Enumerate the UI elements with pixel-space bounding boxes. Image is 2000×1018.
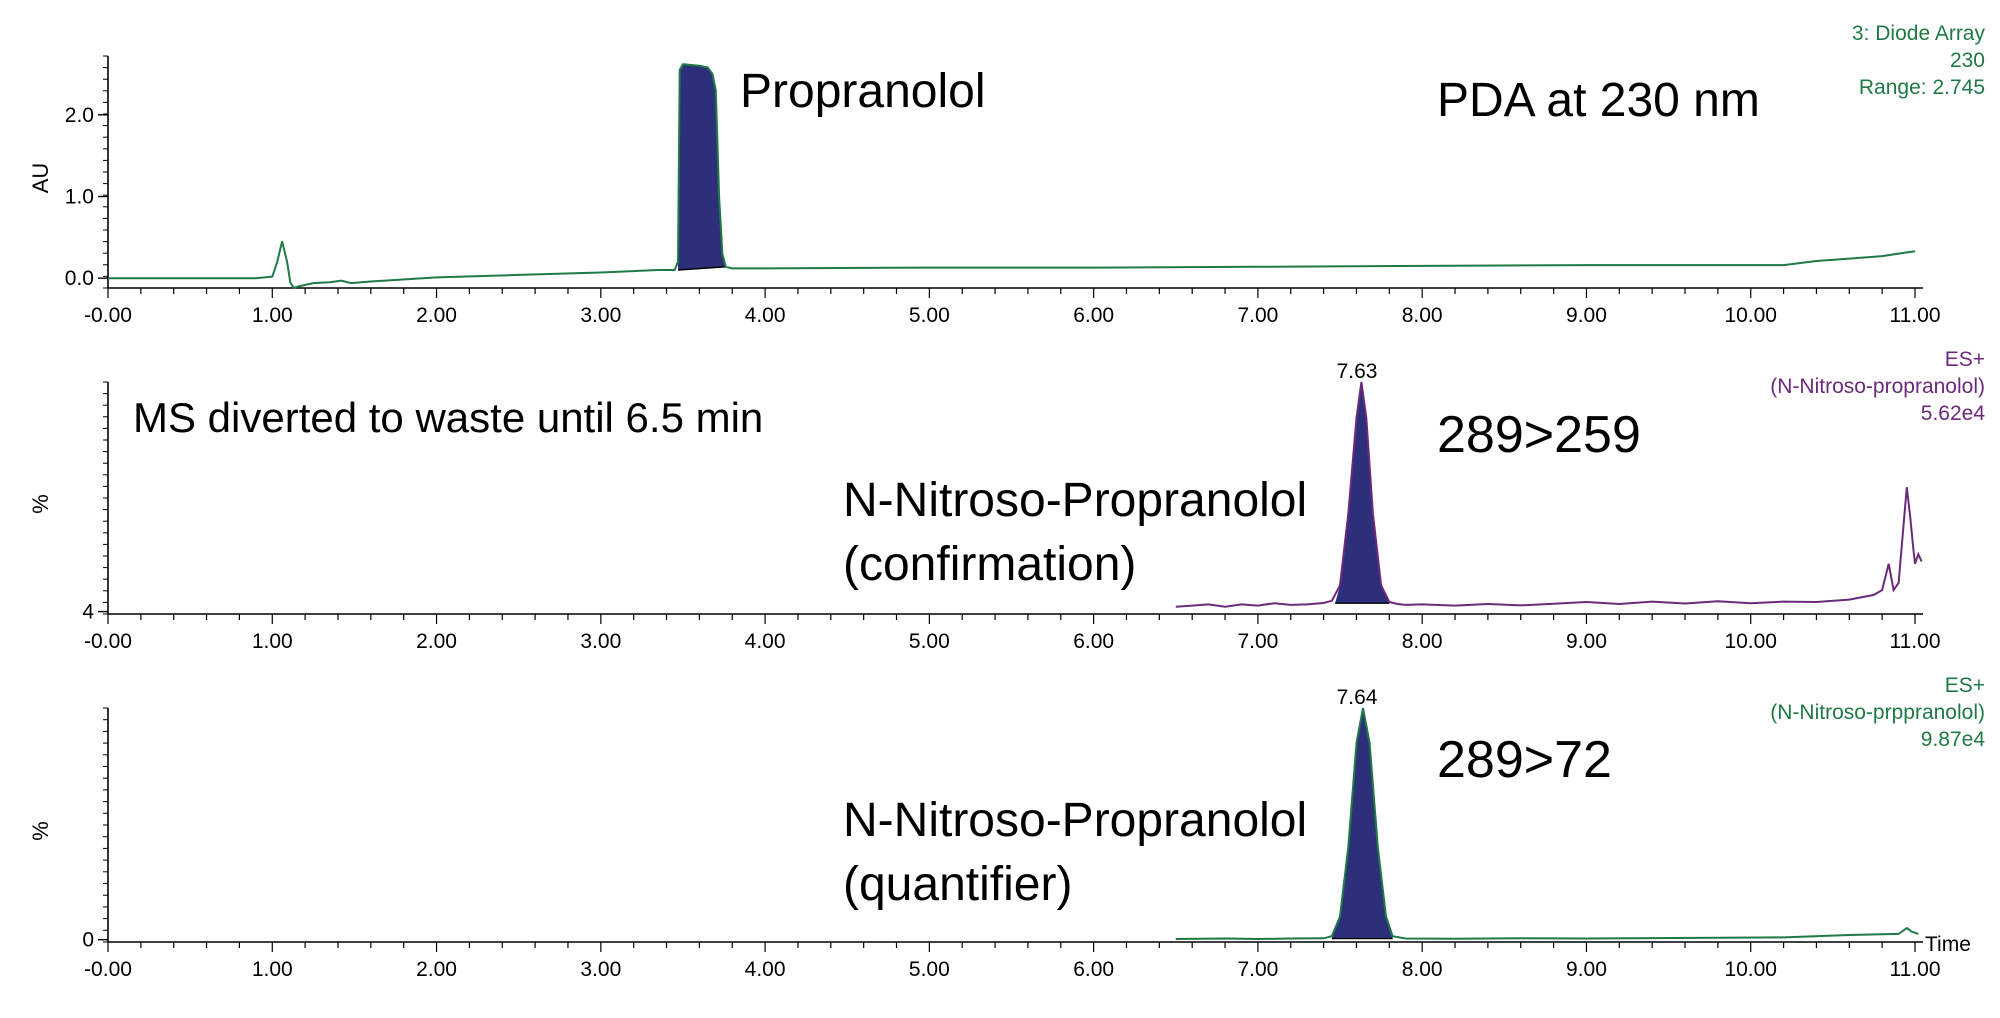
ms_confirm-header-line: ES+ bbox=[1945, 348, 1985, 371]
ms_confirm-header-line: (N-Nitroso-propranolol) bbox=[1770, 375, 1985, 398]
pda-x-tick-label: -0.00 bbox=[84, 304, 132, 327]
pda-x-tick-label: 2.00 bbox=[416, 304, 457, 327]
ms_confirm-peak-area bbox=[1335, 382, 1390, 604]
pda-x-tick-label: 3.00 bbox=[580, 304, 621, 327]
ms_quant-x-tick-label: 11.00 bbox=[1890, 958, 1941, 981]
pda-x-tick-label: 8.00 bbox=[1402, 304, 1443, 327]
ms_confirm-x-tick-label: 4.00 bbox=[745, 630, 786, 653]
ms_quant-x-tick-label: 2.00 bbox=[416, 958, 457, 981]
pda-header-line: 230 bbox=[1950, 49, 1985, 72]
ms_quant-x-tick-label: -0.00 bbox=[84, 958, 132, 981]
ms_confirm-y-axis-label: % bbox=[28, 494, 53, 514]
ms_quant-peak-area bbox=[1331, 708, 1393, 939]
ms-confirm-transition: 289>259 bbox=[1437, 406, 1641, 464]
ms_quant-y-tick-label: 0 bbox=[82, 929, 94, 952]
ms_quant-x-tick-label: 5.00 bbox=[909, 958, 950, 981]
ms-divert-note: MS diverted to waste until 6.5 min bbox=[133, 394, 763, 441]
pda-x-tick-label: 1.00 bbox=[252, 304, 293, 327]
pda-x-tick-label: 9.00 bbox=[1566, 304, 1607, 327]
pda-trace bbox=[108, 63, 1916, 290]
ms_quant-x-tick-label: 7.00 bbox=[1237, 958, 1278, 981]
ms-quant-compound-role: (quantifier) bbox=[843, 858, 1072, 911]
pda-y-tick-label: 1.0 bbox=[65, 186, 94, 209]
ms_confirm-x-tick-label: 5.00 bbox=[909, 630, 950, 653]
ms_quant-header-line: 9.87e4 bbox=[1921, 728, 1986, 751]
ms_quant-x-tick-label: 8.00 bbox=[1402, 958, 1443, 981]
ms-quant-peak-rt: 7.64 bbox=[1337, 686, 1378, 709]
pda-x-tick-label: 4.00 bbox=[745, 304, 786, 327]
pda-header-line: 3: Diode Array bbox=[1852, 22, 1986, 45]
ms_quant-x-axis-label: Time bbox=[1925, 933, 1971, 956]
ms_quant-x-tick-label: 1.00 bbox=[252, 958, 293, 981]
ms_quant-y-axis-label: % bbox=[28, 821, 53, 841]
pda-x-tick-label: 7.00 bbox=[1237, 304, 1278, 327]
pda-peak-area bbox=[678, 64, 726, 271]
ms_confirm-x-tick-label: 1.00 bbox=[252, 630, 293, 653]
pda-y-axis-label: AU bbox=[28, 163, 53, 194]
ms_quant-x-tick-label: 9.00 bbox=[1566, 958, 1607, 981]
propranolol-peak-label: Propranolol bbox=[740, 65, 985, 118]
ms_confirm-x-tick-label: -0.00 bbox=[84, 630, 132, 653]
ms_confirm-x-tick-label: 3.00 bbox=[580, 630, 621, 653]
ms-quant-compound-name: N-Nitroso-Propranolol bbox=[843, 794, 1307, 847]
ms_confirm-x-tick-label: 6.00 bbox=[1073, 630, 1114, 653]
pda-method-label: PDA at 230 nm bbox=[1437, 74, 1760, 127]
ms_quant-x-tick-label: 6.00 bbox=[1073, 958, 1114, 981]
ms_confirm-y-tick-label: 4 bbox=[82, 601, 94, 624]
ms-confirm-peak-rt: 7.63 bbox=[1337, 360, 1378, 383]
pda-peak-baseline bbox=[677, 266, 726, 271]
pda-y-tick-label: 2.0 bbox=[65, 104, 94, 127]
pda-y-tick-label: 0.0 bbox=[65, 267, 94, 290]
ms_confirm-x-tick-label: 8.00 bbox=[1402, 630, 1443, 653]
ms_confirm-x-tick-label: 2.00 bbox=[416, 630, 457, 653]
ms_quant-header-line: ES+ bbox=[1945, 674, 1985, 697]
ms-quant-transition: 289>72 bbox=[1437, 731, 1612, 789]
ms-confirm-compound-name: N-Nitroso-Propranolol bbox=[843, 474, 1307, 527]
ms_confirm-x-tick-label: 7.00 bbox=[1237, 630, 1278, 653]
pda-header-line: Range: 2.745 bbox=[1859, 76, 1985, 99]
ms_confirm-x-tick-label: 10.00 bbox=[1724, 630, 1777, 653]
ms_quant-x-tick-label: 4.00 bbox=[745, 958, 786, 981]
pda-x-tick-label: 6.00 bbox=[1073, 304, 1114, 327]
pda-x-tick-label: 5.00 bbox=[909, 304, 950, 327]
ms_quant-header-line: (N-Nitroso-prppranolol) bbox=[1770, 701, 1985, 724]
ms_quant-x-tick-label: 3.00 bbox=[580, 958, 621, 981]
ms_confirm-header-line: 5.62e4 bbox=[1921, 402, 1986, 425]
ms_confirm-trace bbox=[1175, 381, 1923, 608]
ms_quant-x-tick-label: 10.00 bbox=[1724, 958, 1777, 981]
ms-confirm-compound-role: (confirmation) bbox=[843, 538, 1136, 591]
pda-x-tick-label: 11.00 bbox=[1890, 304, 1941, 327]
pda-x-tick-label: 10.00 bbox=[1724, 304, 1777, 327]
ms_quant-trace bbox=[1175, 707, 1919, 941]
ms_confirm-x-tick-label: 11.00 bbox=[1890, 630, 1941, 653]
ms_confirm-x-tick-label: 9.00 bbox=[1566, 630, 1607, 653]
